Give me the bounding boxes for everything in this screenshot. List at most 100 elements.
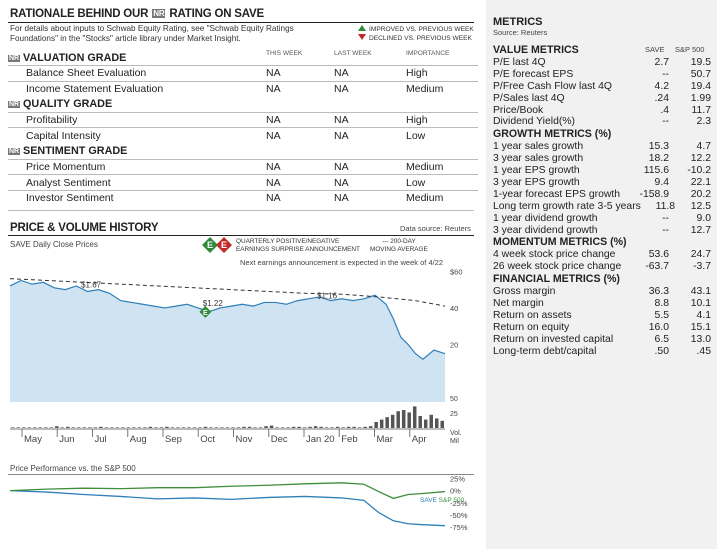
volume-bar (187, 427, 191, 428)
earnings-marker-label: E (203, 310, 208, 317)
metric-label: 1 year dividend growth (493, 212, 598, 224)
volume-bar (297, 426, 301, 428)
volume-bar (396, 411, 400, 428)
section-title: QUALITY GRADE (23, 98, 113, 111)
metric-sp-value: 24.7 (690, 249, 711, 261)
volume-bar (110, 427, 114, 428)
earnings-legend: E E (202, 237, 234, 258)
metric-save-value: 9.4 (654, 177, 669, 189)
metrics-panel (486, 0, 717, 549)
volume-bar (60, 427, 65, 428)
grade-importance: Medium (406, 189, 478, 206)
metric-save-value: .50 (654, 345, 669, 357)
metric-sp-value: 13.0 (690, 333, 711, 345)
volume-bar (121, 427, 125, 428)
section-title-cell: NR QUALITY GRADE (8, 97, 266, 113)
volume-bar (313, 426, 318, 428)
metric-row: 4 week stock price change 53.6 24.7 (493, 249, 711, 261)
volume-bar (291, 426, 296, 428)
metric-save-value: .4 (660, 104, 669, 116)
volume-bar (401, 410, 406, 428)
metric-sp-value: 4.7 (696, 141, 711, 153)
metric-save-value: 5.5 (654, 310, 669, 322)
volume-bar (49, 427, 54, 428)
price-area (10, 280, 445, 402)
volume-bar (374, 422, 378, 428)
metrics-group-title: VALUE METRICS (493, 44, 711, 57)
metric-save-value: 2.7 (654, 57, 669, 68)
grade-section-header: NR SENTIMENT GRADE (8, 144, 478, 160)
metric-sp-value: -3.7 (693, 261, 711, 273)
grade-importance: Medium (406, 80, 478, 97)
metric-save-value: 6.5 (654, 333, 669, 345)
performance-rule (8, 474, 474, 475)
metric-label: 1 year sales growth (493, 141, 584, 153)
volume-bar (181, 427, 186, 428)
perf-label-sp: S&P 500 (438, 497, 465, 504)
metric-save-value: 15.3 (648, 141, 669, 153)
y-tick-label: 20 (450, 341, 458, 350)
performance-chart: 25% 0% -25% -50% -75% (9, 474, 468, 532)
grade-this-week: NA (266, 158, 334, 175)
rationale-title-pre: RATIONALE BEHIND OUR (10, 8, 149, 20)
volume-bar (148, 426, 153, 428)
month-label: Feb (341, 434, 357, 445)
month-label: Jan 20 (306, 434, 335, 445)
volume-bar (170, 427, 175, 428)
volume-bar (236, 427, 241, 428)
grade-row-label: Price Momentum (8, 158, 266, 175)
metric-label: P/E forecast EPS (493, 68, 574, 80)
volume-bar (99, 426, 103, 428)
metric-row: Price/Book .4 11.7 (493, 105, 711, 117)
column-header: LAST WEEK (334, 50, 372, 57)
change-legend: IMPROVED VS. PREVIOUS WEEK DECLINED VS. … (358, 25, 474, 43)
section-title: SENTIMENT GRADE (23, 145, 128, 158)
metrics-source: Source: Reuters (493, 28, 548, 37)
perf-series-label: SAVE S&P 500 (420, 497, 464, 504)
metric-sp-value: 12.7 (690, 224, 711, 236)
metrics-group-label: MOMENTUM METRICS (%) (493, 236, 627, 249)
rationale-note: For details about inputs to Schwab Equit… (10, 24, 294, 44)
grade-this-week: NA (266, 127, 334, 144)
volume-bar (407, 412, 411, 428)
volume-bar (154, 427, 158, 428)
volume-bar (269, 425, 274, 428)
metric-label: P/Free Cash Flow last 4Q (493, 80, 612, 92)
metrics-group-label: FINANCIAL METRICS (%) (493, 273, 620, 286)
metric-save-value: -- (662, 212, 669, 224)
price-history-title: PRICE & VOLUME HISTORY (10, 222, 159, 234)
note-line-2: Foundations" in the "Stocks" article lib… (10, 34, 241, 43)
metric-save-value: -- (662, 68, 669, 80)
perf-tick-label: 0% (450, 487, 461, 496)
volume-bar (247, 426, 252, 428)
volume-bar (71, 427, 76, 428)
volume-bar (22, 427, 26, 428)
volume-bar (225, 427, 230, 428)
grade-row-label: Income Statement Evaluation (8, 80, 266, 97)
metric-row: Dividend Yield(%) -- 2.3 (493, 116, 711, 128)
grade-row: Analyst Sentiment NA NA Low (8, 174, 478, 191)
moving-average-line (9, 278, 446, 307)
metric-save-value: -63.7 (645, 261, 669, 273)
metric-sp-value: -10.2 (687, 165, 711, 177)
volume-bar (330, 427, 334, 428)
volume-bar (319, 426, 323, 428)
month-label: Aug (130, 434, 147, 445)
col-save-header: SAVE (645, 45, 665, 54)
volume-bar (258, 427, 263, 428)
price-chart: 20 40 $60 $1.67 $1.22 $1.16 E (9, 267, 463, 402)
rationale-title: RATIONALE BEHIND OUR NR RATING ON SAVE (10, 8, 264, 20)
volume-bar (176, 427, 180, 428)
col-sp-header: S&P 500 (675, 45, 705, 54)
volume-bar (286, 427, 290, 428)
month-label: Sep (165, 434, 182, 445)
volume-bar (346, 426, 351, 428)
ma-legend: --- 200-DAY MOVING AVERAGE (370, 238, 428, 253)
month-label: Nov (236, 434, 253, 445)
volume-bar (379, 419, 384, 428)
metrics-group-title: GROWTH METRICS (%) (493, 128, 711, 141)
section-title: VALUATION GRADE (23, 51, 127, 64)
y-tick-label: 40 (450, 304, 458, 313)
metric-row: 1 year dividend growth -- 9.0 (493, 213, 711, 225)
grade-section-header: NR VALUATION GRADE THIS WEEK LAST WEEK IMPOR… (8, 50, 478, 66)
